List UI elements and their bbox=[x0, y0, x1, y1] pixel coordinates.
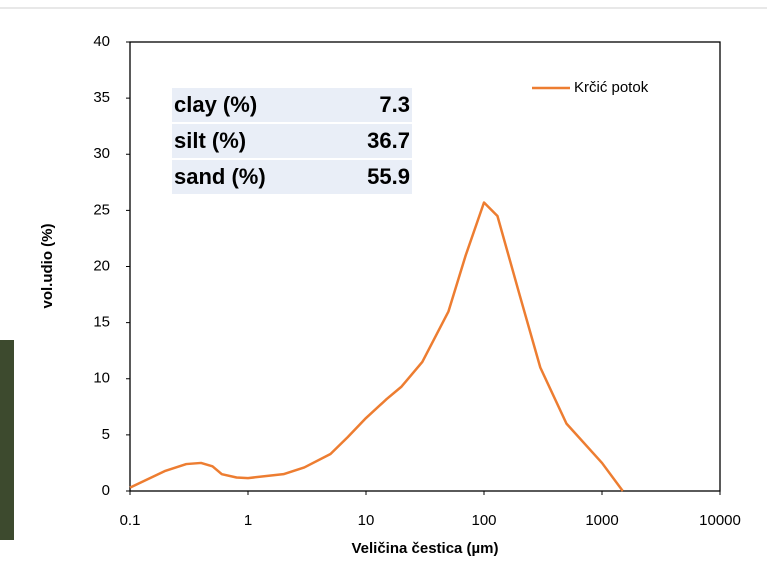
x-tick-label: 1000 bbox=[585, 512, 618, 529]
y-tick-label: 5 bbox=[102, 426, 110, 443]
stats-row bbox=[172, 124, 412, 158]
stats-row bbox=[172, 160, 412, 194]
x-tick-label: 10 bbox=[358, 512, 375, 529]
y-tick-label: 20 bbox=[93, 257, 110, 274]
background-photo-strip bbox=[0, 340, 14, 540]
y-tick-label: 30 bbox=[93, 145, 110, 162]
y-tick-label: 25 bbox=[93, 201, 110, 218]
x-axis-label: Veličina čestica (µm) bbox=[351, 540, 498, 557]
x-tick-label: 0.1 bbox=[120, 512, 141, 529]
y-tick-label: 10 bbox=[93, 370, 110, 387]
y-tick-label: 40 bbox=[93, 33, 110, 50]
stats-value: 7.3 bbox=[379, 92, 410, 117]
legend-label: Krčić potok bbox=[574, 79, 649, 96]
y-tick-label: 15 bbox=[93, 314, 110, 331]
stats-label: clay (%) bbox=[174, 92, 257, 117]
x-tick-label: 100 bbox=[471, 512, 496, 529]
stats-value: 36.7 bbox=[367, 128, 410, 153]
stats-label: silt (%) bbox=[174, 128, 246, 153]
y-tick-label: 35 bbox=[93, 89, 110, 106]
y-tick-label: 0 bbox=[102, 482, 110, 499]
x-tick-label: 10000 bbox=[699, 512, 741, 529]
stats-label: sand (%) bbox=[174, 164, 266, 189]
y-axis-label: vol.udio (%) bbox=[39, 224, 56, 309]
stats-value: 55.9 bbox=[367, 164, 410, 189]
data-line bbox=[129, 201, 624, 492]
x-tick-label: 1 bbox=[244, 512, 252, 529]
stats-row bbox=[172, 88, 412, 122]
